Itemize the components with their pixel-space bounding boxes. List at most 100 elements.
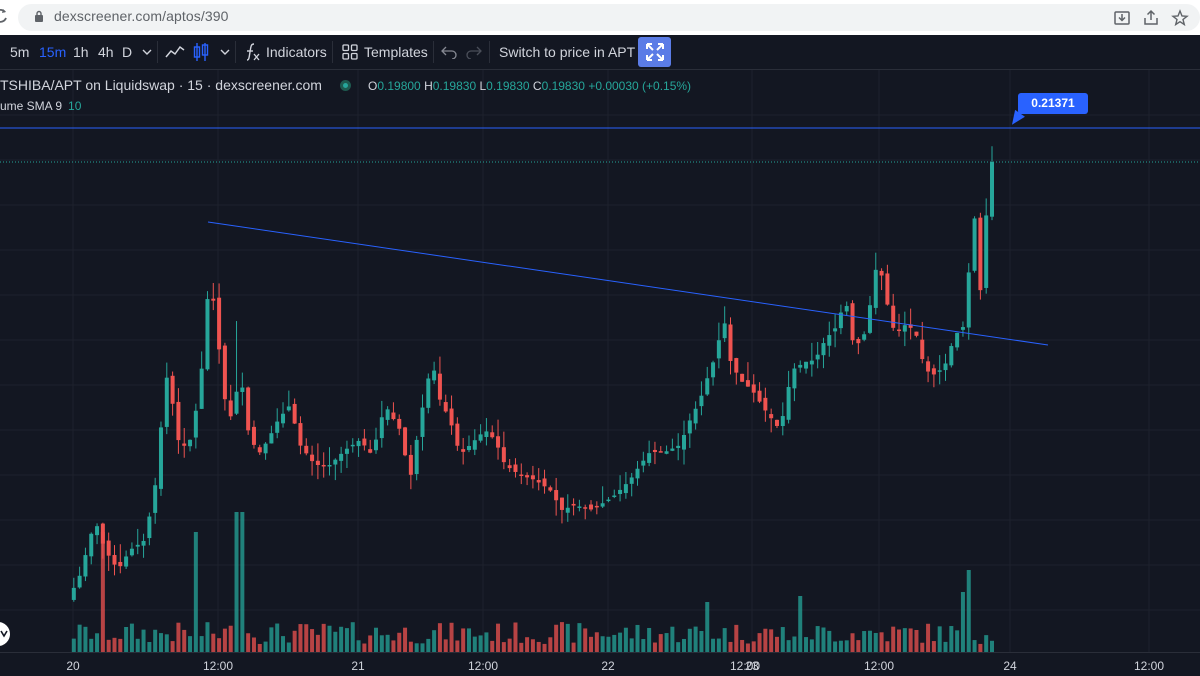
bookmark-star-icon[interactable] — [1171, 9, 1189, 27]
candle-body — [792, 368, 797, 389]
candle-body — [966, 272, 971, 328]
candle-body — [466, 446, 471, 451]
price-chart[interactable] — [0, 70, 1200, 652]
switch-price-button[interactable]: Switch to price in APT — [499, 44, 636, 60]
candle-body — [856, 338, 861, 344]
volume-bar — [716, 638, 721, 652]
toolbar-divider — [332, 41, 333, 63]
volume-bar — [170, 641, 175, 652]
volume-bar — [960, 592, 965, 652]
volume-bar — [374, 627, 378, 652]
volume-bar — [559, 622, 564, 652]
time-axis[interactable]: 20 12:00 21 12:00 22 12:00 23 12:00 24 1… — [0, 652, 1200, 676]
high-label: H — [424, 79, 433, 93]
interval-15m[interactable]: 15m — [39, 44, 67, 60]
candle-body — [844, 306, 849, 312]
candle-body — [251, 426, 256, 445]
horizontal-line-price-label[interactable]: 0.21371 — [1018, 93, 1088, 114]
candle-body — [222, 345, 227, 400]
candle-body — [740, 373, 745, 382]
fullscreen-button[interactable] — [638, 37, 671, 67]
templates-grid-icon[interactable] — [342, 44, 358, 60]
candle-body — [315, 460, 320, 465]
volume-bar — [740, 639, 745, 652]
download-icon[interactable] — [1113, 9, 1131, 27]
volume-bar — [990, 640, 994, 652]
interval-4h[interactable]: 4h — [98, 44, 114, 60]
fx-indicators-icon[interactable] — [243, 42, 261, 62]
interval-1h[interactable]: 1h — [73, 44, 89, 60]
volume-bar — [141, 629, 146, 652]
chevron-down-icon[interactable] — [220, 48, 230, 56]
volume-bar — [530, 639, 535, 652]
candle-body — [129, 548, 134, 556]
volume-bar — [298, 624, 303, 652]
volume-bar — [676, 642, 681, 652]
reload-icon[interactable] — [0, 8, 8, 24]
volume-bar — [838, 640, 843, 652]
volume-bar — [670, 626, 675, 652]
volume-bar — [565, 623, 570, 652]
candle-body — [972, 218, 977, 271]
candle-body — [292, 403, 297, 424]
candle-body — [449, 408, 454, 426]
volume-bar — [403, 627, 408, 652]
interval-5m[interactable]: 5m — [10, 44, 30, 60]
indicators-button[interactable]: Indicators — [266, 44, 327, 60]
candle-body — [153, 485, 158, 513]
volume-bar — [955, 630, 960, 652]
volume-bar — [251, 637, 256, 652]
undo-icon[interactable] — [441, 45, 457, 59]
candle-body — [594, 505, 599, 508]
volume-bar — [466, 628, 471, 652]
candle-body — [833, 328, 838, 332]
candle-body — [147, 516, 152, 539]
line-chart-icon[interactable] — [165, 44, 185, 60]
volume-bar — [478, 635, 483, 652]
candle-body — [397, 418, 402, 429]
fullscreen-icon — [646, 43, 664, 61]
candle-body — [71, 587, 76, 600]
volume-bar — [589, 636, 594, 652]
candle-body — [478, 434, 483, 441]
volume-bar — [902, 628, 907, 652]
candle-body — [548, 487, 553, 491]
candle-body — [786, 386, 791, 420]
candle-body — [525, 475, 530, 478]
candle-body — [891, 305, 896, 328]
candle-body — [908, 324, 913, 328]
candle-body — [455, 423, 460, 446]
candle-body — [176, 401, 181, 441]
volume-bar — [426, 638, 431, 652]
candle-body — [443, 402, 448, 412]
volume-bar — [891, 626, 896, 652]
candle-body — [745, 380, 750, 387]
volume-bar — [176, 622, 181, 652]
volume-bar — [484, 632, 489, 652]
candle-body — [902, 325, 907, 332]
volume-bar — [914, 629, 919, 652]
volume-bar — [804, 637, 809, 652]
candle-body — [565, 507, 570, 513]
toolbar-divider — [433, 41, 434, 63]
collapse-panel-button[interactable] — [0, 622, 10, 646]
url-field[interactable] — [18, 4, 1200, 31]
chevron-down-icon[interactable] — [142, 48, 152, 56]
candle-body — [757, 390, 762, 402]
candle-body — [559, 497, 564, 510]
candle-body — [751, 384, 756, 393]
interval-d[interactable]: D — [122, 44, 133, 60]
share-icon[interactable] — [1142, 9, 1160, 27]
candle-body — [769, 414, 774, 419]
volume-bar — [385, 634, 390, 652]
volume-bar — [106, 639, 111, 652]
volume-bar — [286, 642, 291, 652]
candle-body — [879, 270, 884, 276]
templates-button[interactable]: Templates — [364, 44, 428, 60]
candlestick-icon[interactable] — [192, 42, 210, 62]
volume-bar — [984, 635, 989, 652]
volume-bar — [769, 629, 774, 652]
volume-bar — [461, 628, 466, 652]
redo-icon[interactable] — [466, 45, 482, 59]
change-value: +0.00030 (+0.15%) — [588, 79, 692, 93]
